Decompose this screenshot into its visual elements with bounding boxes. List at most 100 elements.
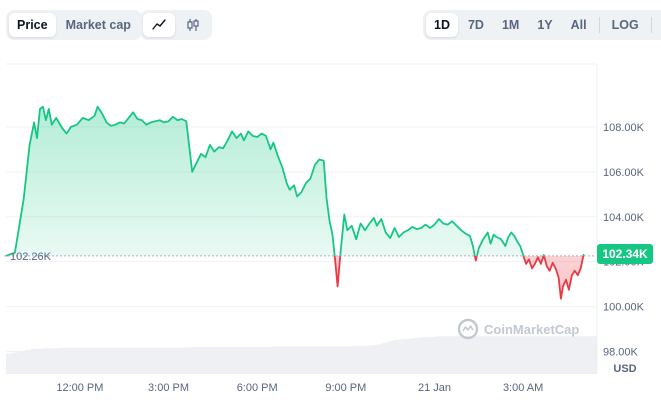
volume-bar [443, 336, 450, 374]
volume-bar [436, 336, 444, 374]
volume-bar [504, 336, 512, 374]
volume-bar [326, 346, 333, 374]
current-price-badge: 102.34K [597, 244, 653, 265]
coinmarketcap-logo-mark [462, 325, 474, 332]
watermark: CoinMarketCap [457, 318, 579, 340]
volume-bar [67, 347, 75, 374]
volume-bar [49, 348, 56, 374]
y-tick-label: 104.00K [603, 212, 645, 224]
x-axis: 12:00 PM 3:00 PM 6:00 PM 9:00 PM 21 Jan 3:00 … [56, 382, 543, 394]
volume-bar [338, 346, 345, 374]
volume-bar [461, 336, 469, 374]
current-price-value: 102.34K [602, 247, 648, 261]
volume-bar [313, 346, 321, 374]
volume-bar [369, 345, 376, 374]
volume-bar [350, 345, 358, 374]
volume-bar [412, 338, 419, 374]
range-1y-button[interactable]: 1Y [537, 18, 553, 32]
volume-bar [332, 346, 339, 374]
volume-bar [578, 336, 586, 374]
volume-bar [467, 336, 475, 374]
volume-bar [36, 348, 44, 374]
volume-bar [258, 347, 265, 374]
volume-bar [184, 347, 192, 374]
range-toolbar: 1D 7D 1M 1Y All LOG ··· [423, 10, 661, 40]
volume-bar [455, 336, 462, 374]
y-tick-label: 100.00K [603, 302, 645, 314]
volume-bar [400, 339, 407, 374]
range-all-button[interactable]: All [570, 18, 587, 32]
metric-toggle: Price Market cap [6, 10, 142, 40]
y-axis: 98.00K100.00K102.00K104.00K106.00K108.00… [603, 122, 645, 359]
volume-bar [147, 347, 155, 374]
volume-bar [233, 347, 241, 374]
volume-bar [166, 347, 173, 374]
volume-bar [61, 347, 68, 374]
volume-bar [566, 336, 573, 374]
volume-bar [252, 347, 259, 374]
line-chart-button[interactable] [143, 13, 175, 37]
volume-bar [381, 342, 389, 374]
volume-bar [307, 346, 315, 374]
chart-style-toggle [140, 10, 212, 40]
range-7d-button[interactable]: 7D [467, 18, 484, 32]
volume-bar [270, 346, 278, 374]
y-tick-label: 98.00K [603, 347, 639, 359]
volume-bar [547, 336, 555, 374]
volume-bar [239, 347, 247, 374]
volume-bar [375, 344, 382, 374]
current-price-badge-bg [597, 244, 653, 265]
volume-bar [590, 336, 598, 374]
volume-bar [215, 347, 222, 374]
volume-bar [535, 336, 542, 374]
volume-bar [30, 348, 38, 374]
volume-bar [264, 347, 272, 374]
volume-bar [104, 347, 112, 374]
market-cap-tab[interactable]: Market cap [65, 18, 131, 32]
volume-bar [221, 347, 229, 374]
candlestick-icon [187, 19, 199, 31]
volume-bar [203, 347, 210, 374]
watermark-text: CoinMarketCap [484, 322, 579, 337]
volume-bar [572, 336, 579, 374]
y-tick-label: 106.00K [603, 167, 645, 179]
volume-bar [122, 347, 130, 374]
volume-bar [541, 336, 549, 374]
volume-bar [135, 347, 142, 374]
log-scale-button[interactable]: LOG [611, 18, 639, 32]
volume-bar [356, 345, 364, 374]
x-tick-label: 21 Jan [418, 382, 451, 394]
volume-bar [190, 347, 198, 374]
open-price-label: 102.26K [10, 251, 52, 263]
volume-bar [55, 348, 62, 374]
volume-bar [141, 347, 148, 374]
candlestick-chart-button[interactable] [177, 13, 209, 37]
range-1m-button[interactable]: 1M [501, 18, 520, 32]
price-tab[interactable]: Price [9, 13, 56, 37]
volume-bar [387, 341, 395, 374]
volume-bar [24, 350, 32, 374]
volume-bar [246, 347, 253, 374]
range-1d-button[interactable]: 1D [426, 13, 458, 37]
volume-bar [319, 346, 327, 374]
volume-bar [110, 347, 118, 374]
volume-bar [18, 351, 25, 374]
volume-bar [523, 336, 530, 374]
volume-bar [129, 347, 136, 374]
volume-bar [473, 336, 481, 374]
volume-bar [73, 347, 81, 374]
price-area-up [6, 106, 584, 256]
volume-bar [153, 347, 161, 374]
volume-bar [283, 346, 290, 374]
volume-bar [510, 336, 518, 374]
volume-bar [92, 347, 99, 374]
volume-bar [553, 336, 561, 374]
volume-bar [172, 347, 179, 374]
volume-bar [344, 346, 352, 374]
volume-bar [42, 348, 50, 374]
volume-bar [116, 347, 124, 374]
volume-bar [584, 336, 592, 374]
volume-bar [486, 336, 493, 374]
volume-bar [529, 336, 536, 374]
